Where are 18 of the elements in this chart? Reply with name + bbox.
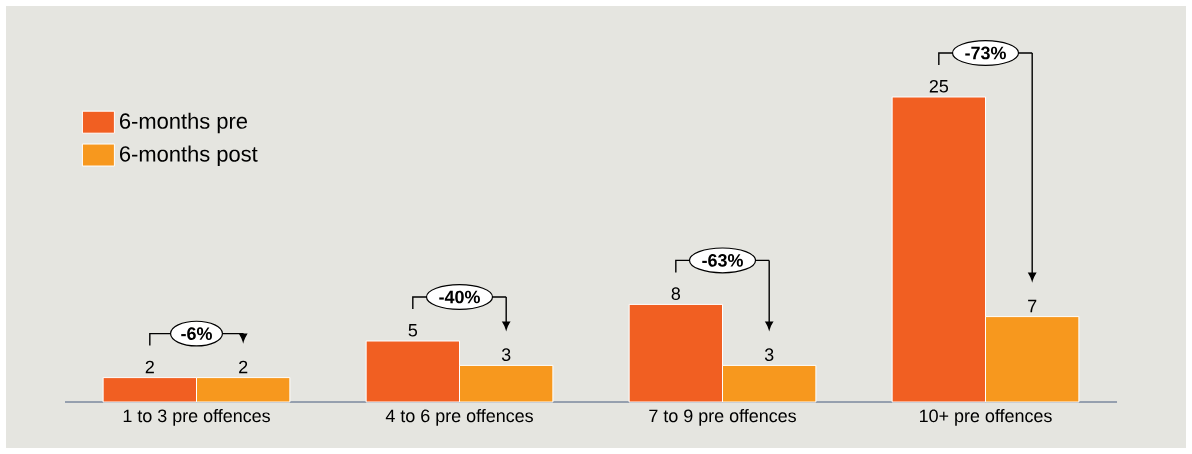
data-label: 2: [145, 360, 154, 374]
legend-label: 6-months post: [120, 145, 258, 167]
x-tick-label: 7 to 9 pre offences: [649, 409, 796, 426]
data-label: 5: [408, 324, 418, 337]
data-label: 3: [501, 348, 511, 362]
data-label: 25: [929, 79, 949, 93]
x-tick-label: 4 to 6 pre offences: [385, 409, 533, 426]
data-label: 3: [764, 348, 774, 362]
legend-label: 6-months pre: [120, 112, 247, 134]
annotation: -40%: [439, 290, 480, 304]
data-label: 2: [239, 360, 248, 374]
annotation: -6%: [181, 327, 212, 340]
text: -73%: [965, 46, 1006, 60]
data-label: 7: [1028, 299, 1037, 313]
annotation: -63%: [702, 254, 743, 267]
x-tick-label: 1 to 3 pre offences: [123, 409, 270, 426]
x-tick-label: 10+ pre offences: [920, 409, 1052, 426]
data-label: 8: [671, 287, 681, 301]
